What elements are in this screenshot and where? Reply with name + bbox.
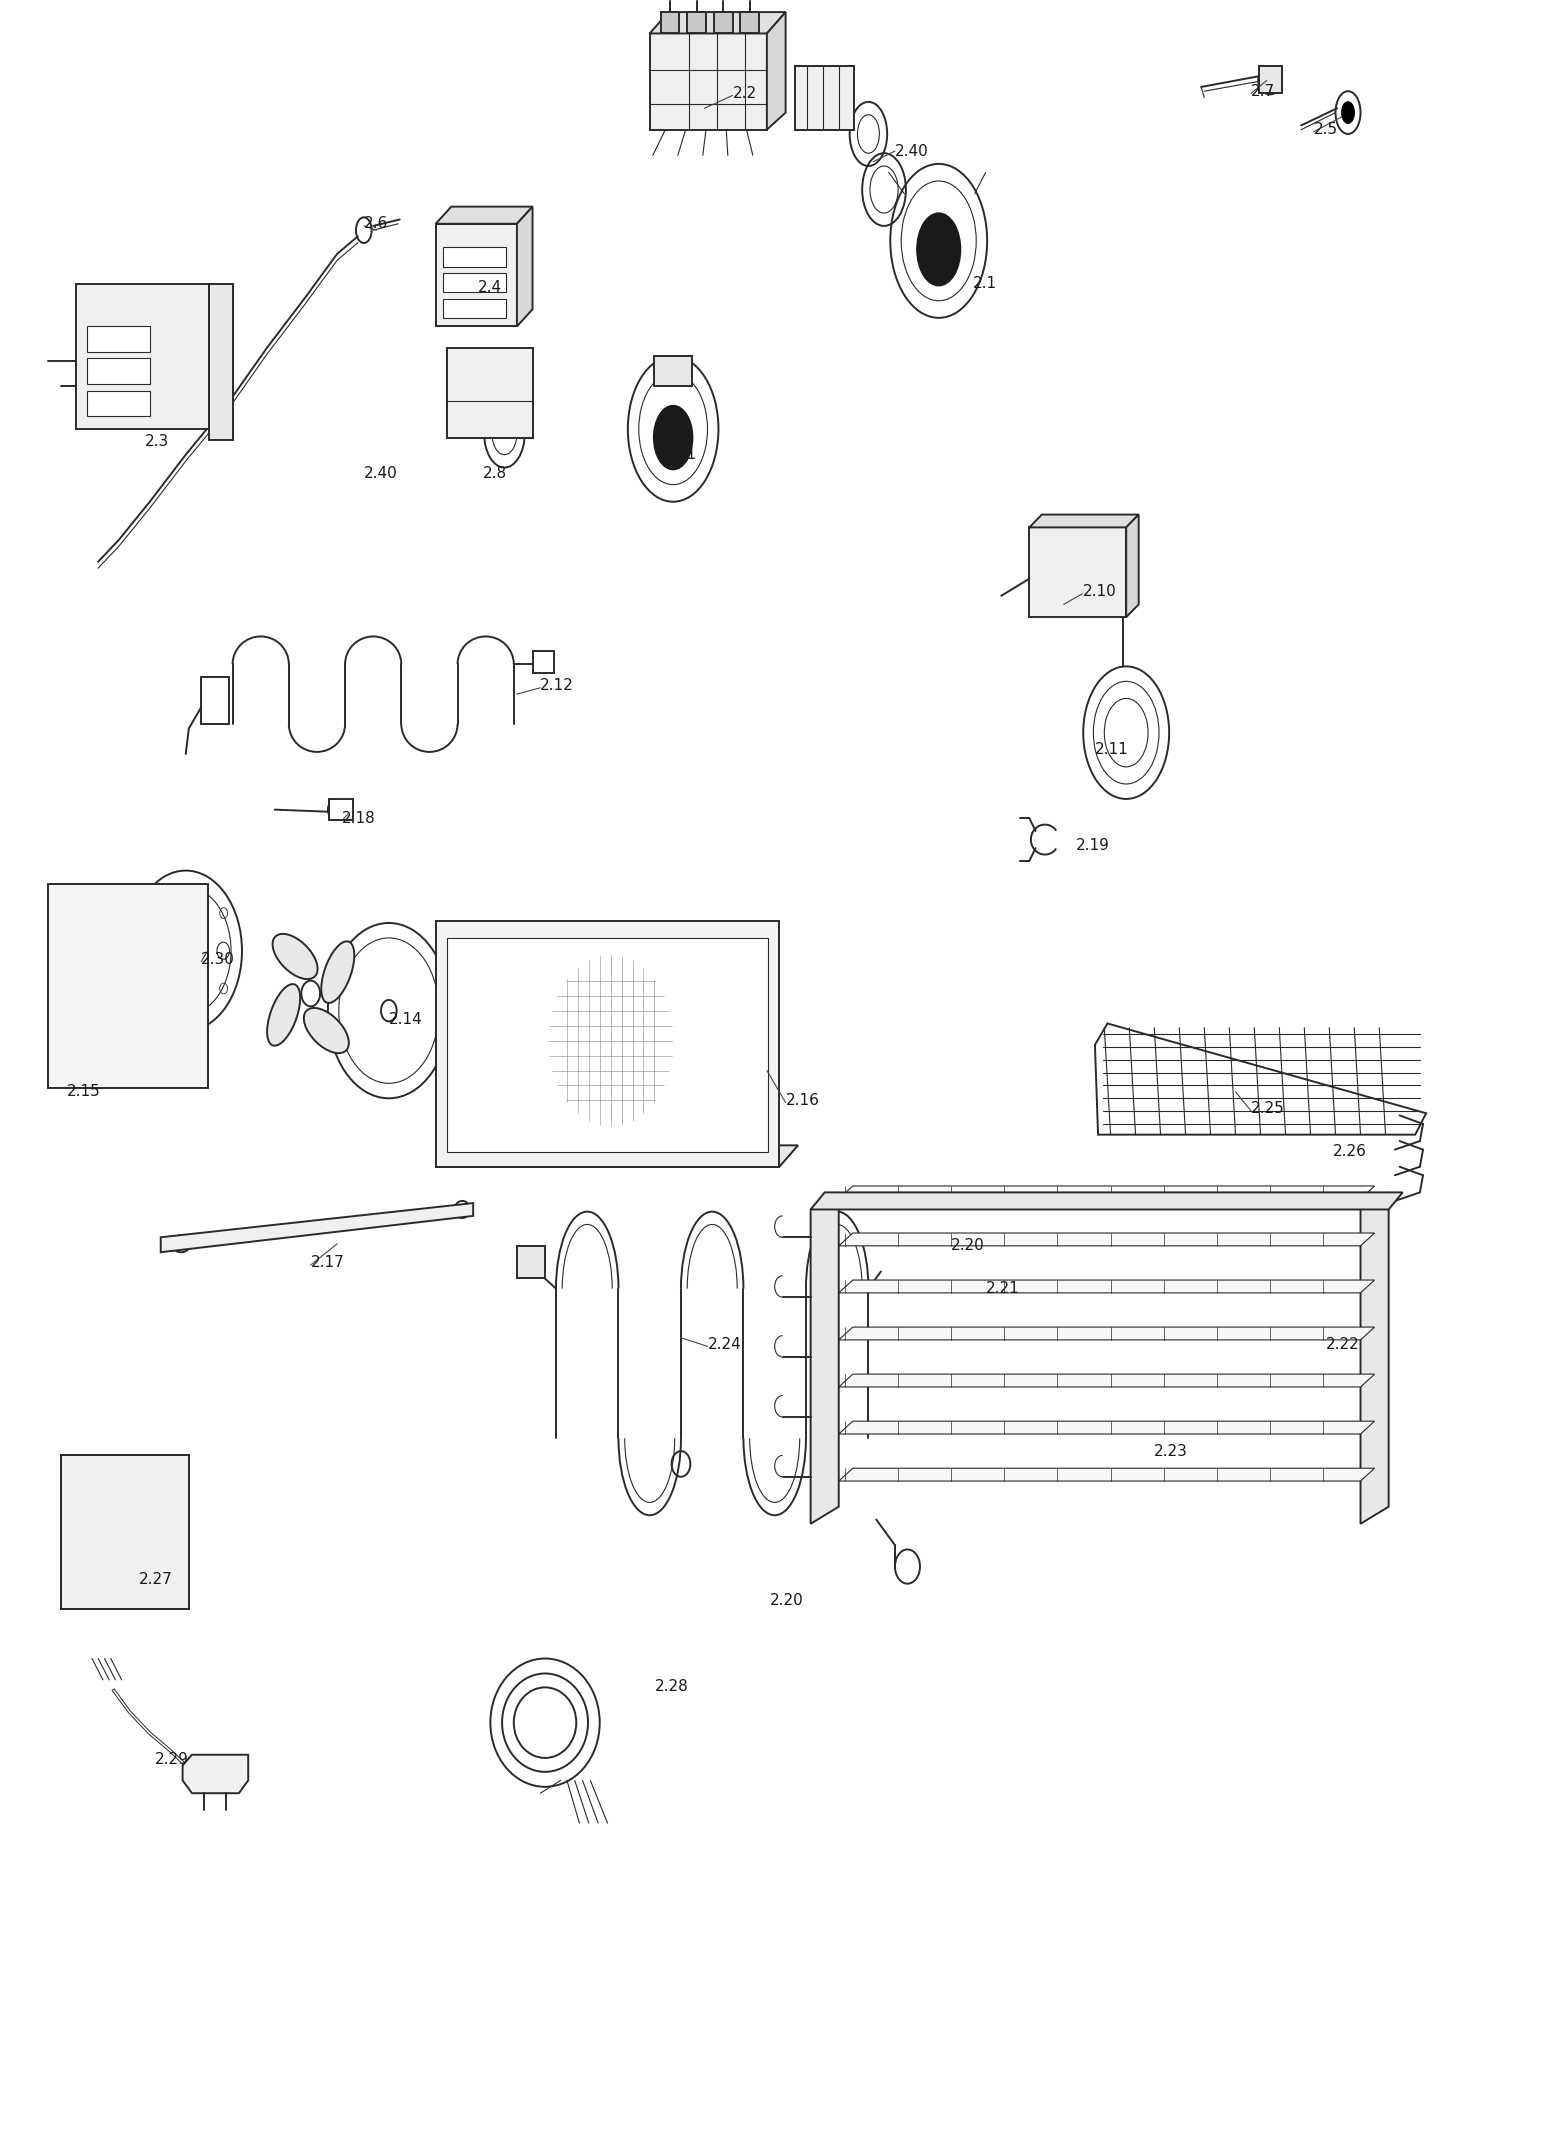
Text: 2.20: 2.20 <box>952 1237 984 1252</box>
Text: 2.11: 2.11 <box>1096 743 1128 758</box>
Bar <box>740 13 759 34</box>
Bar <box>77 283 210 428</box>
Bar <box>88 325 150 351</box>
Text: 2.27: 2.27 <box>139 1571 172 1586</box>
Bar <box>49 884 208 1088</box>
Bar <box>443 298 505 317</box>
Bar <box>435 921 779 1167</box>
Polygon shape <box>1127 514 1139 617</box>
Polygon shape <box>811 1193 839 1524</box>
Text: 2.1: 2.1 <box>973 276 997 291</box>
Polygon shape <box>839 1327 1374 1340</box>
Polygon shape <box>61 1456 189 1610</box>
Text: 2.3: 2.3 <box>146 435 169 450</box>
Polygon shape <box>649 13 786 34</box>
Text: 2.7: 2.7 <box>1250 83 1275 98</box>
Text: 2.19: 2.19 <box>1077 839 1110 854</box>
Bar <box>88 390 150 415</box>
Polygon shape <box>516 208 532 325</box>
Ellipse shape <box>917 214 961 285</box>
Polygon shape <box>1096 1023 1426 1135</box>
Polygon shape <box>1258 66 1282 94</box>
Polygon shape <box>1030 514 1139 527</box>
Text: 2.23: 2.23 <box>1155 1443 1188 1458</box>
Bar <box>687 13 706 34</box>
Text: 2.6: 2.6 <box>363 216 388 231</box>
Ellipse shape <box>304 1008 349 1053</box>
Bar <box>443 272 505 291</box>
Ellipse shape <box>1341 103 1354 124</box>
Bar <box>516 1246 545 1278</box>
Text: 2.40: 2.40 <box>895 143 928 158</box>
Polygon shape <box>767 13 786 131</box>
Text: 2.25: 2.25 <box>1250 1100 1285 1115</box>
Ellipse shape <box>268 985 300 1045</box>
Bar <box>714 13 732 34</box>
Polygon shape <box>839 1375 1374 1387</box>
Bar <box>446 347 532 437</box>
Text: 2.12: 2.12 <box>540 679 574 694</box>
Bar <box>654 355 692 385</box>
Text: 2.28: 2.28 <box>654 1679 689 1694</box>
Text: 2.26: 2.26 <box>1332 1143 1366 1158</box>
Text: 2.14: 2.14 <box>388 1013 423 1028</box>
Bar <box>446 938 768 1152</box>
Polygon shape <box>839 1422 1374 1434</box>
Ellipse shape <box>321 942 354 1002</box>
Polygon shape <box>183 1756 249 1794</box>
Text: 2.24: 2.24 <box>707 1336 742 1351</box>
Bar <box>435 225 516 325</box>
Text: 2.20: 2.20 <box>770 1593 804 1608</box>
Text: 2.17: 2.17 <box>311 1255 344 1270</box>
Text: 2.15: 2.15 <box>67 1083 100 1098</box>
Text: 2.30: 2.30 <box>202 953 235 968</box>
Ellipse shape <box>272 933 318 978</box>
Bar <box>88 358 150 383</box>
Text: 2.29: 2.29 <box>155 1751 188 1766</box>
Polygon shape <box>435 1145 798 1167</box>
Bar <box>61 1456 189 1610</box>
Polygon shape <box>839 1186 1374 1199</box>
Text: 2.16: 2.16 <box>786 1092 820 1107</box>
Bar <box>532 651 554 672</box>
Polygon shape <box>1360 1193 1388 1524</box>
Bar <box>202 677 230 724</box>
Text: 2.22: 2.22 <box>1326 1336 1360 1351</box>
Text: 2.5: 2.5 <box>1313 122 1338 137</box>
Bar <box>1030 527 1127 617</box>
Polygon shape <box>161 1203 473 1252</box>
Polygon shape <box>839 1280 1374 1293</box>
Bar <box>330 799 352 820</box>
Polygon shape <box>210 283 233 439</box>
Text: 2.4: 2.4 <box>477 280 502 295</box>
Bar <box>443 246 505 265</box>
Text: 2.21: 2.21 <box>986 1280 1019 1295</box>
Bar <box>649 34 767 131</box>
Text: 2.8: 2.8 <box>482 467 507 482</box>
Ellipse shape <box>654 405 693 469</box>
Text: 2.2: 2.2 <box>732 86 756 101</box>
Text: 2.40: 2.40 <box>363 467 398 482</box>
Text: 2.18: 2.18 <box>343 811 376 826</box>
Polygon shape <box>811 1193 1402 1210</box>
Text: 2.1: 2.1 <box>673 447 698 462</box>
Bar <box>660 13 679 34</box>
Polygon shape <box>435 208 532 225</box>
Text: 2.10: 2.10 <box>1083 584 1116 599</box>
Polygon shape <box>839 1233 1374 1246</box>
Polygon shape <box>839 1469 1374 1482</box>
Bar <box>795 66 854 131</box>
